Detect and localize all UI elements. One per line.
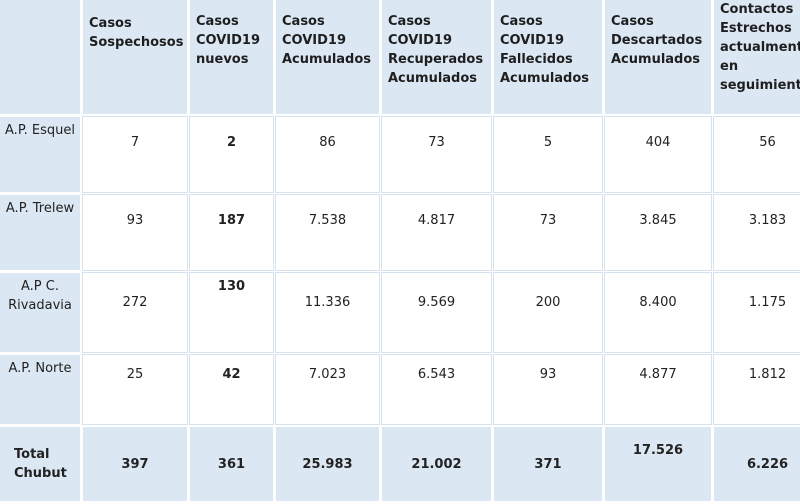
- table-row: A.P. Norte 25 42 7.023 6.543 93 4.877 1.…: [0, 355, 800, 424]
- total-nuevos: 361: [190, 427, 273, 501]
- header-casos-sospechosos: Casos Sospechosos: [83, 0, 187, 114]
- cell-nuevos: 2: [190, 117, 273, 192]
- row-label: A.P. Trelew: [0, 195, 80, 270]
- cell-descartados: 3.845: [605, 195, 711, 270]
- cell-recuperados: 73: [382, 117, 491, 192]
- cell-fallecidos: 93: [494, 355, 602, 424]
- cell-nuevos: 187: [190, 195, 273, 270]
- header-casos-nuevos: Casos COVID19 nuevos: [190, 0, 273, 114]
- cell-sospechosos: 93: [83, 195, 187, 270]
- total-sospechosos: 397: [83, 427, 187, 501]
- total-contactos: 6.226: [714, 427, 800, 501]
- cell-recuperados: 9.569: [382, 273, 491, 352]
- total-row: Total Chubut 397 361 25.983 21.002 371 1…: [0, 427, 800, 501]
- cell-fallecidos: 5: [494, 117, 602, 192]
- total-acumulados: 25.983: [276, 427, 379, 501]
- total-descartados: 17.526: [605, 427, 711, 501]
- cell-contactos: 56: [714, 117, 800, 192]
- cell-acumulados: 7.023: [276, 355, 379, 424]
- cell-sospechosos: 272: [83, 273, 187, 352]
- cell-acumulados: 11.336: [276, 273, 379, 352]
- table-row: A.P. Trelew 93 187 7.538 4.817 73 3.845 …: [0, 195, 800, 270]
- cell-recuperados: 4.817: [382, 195, 491, 270]
- header-casos-acumulados: Casos COVID19 Acumulados: [276, 0, 379, 114]
- header-descartados: Casos Descartados Acumulados: [605, 0, 711, 114]
- table-row: A.P. Esquel 7 2 86 73 5 404 56: [0, 117, 800, 192]
- total-label: Total Chubut: [0, 427, 80, 501]
- total-fallecidos: 371: [494, 427, 602, 501]
- cell-nuevos: 130: [190, 273, 273, 352]
- cell-descartados: 404: [605, 117, 711, 192]
- header-row: Casos Sospechosos Casos COVID19 nuevos C…: [0, 0, 800, 114]
- table-row: A.P C. Rivadavia 272 130 11.336 9.569 20…: [0, 273, 800, 352]
- total-recuperados: 21.002: [382, 427, 491, 501]
- row-label: A.P. Esquel: [0, 117, 80, 192]
- cell-contactos: 1.175: [714, 273, 800, 352]
- cell-acumulados: 7.538: [276, 195, 379, 270]
- row-label: A.P. Norte: [0, 355, 80, 424]
- row-label: A.P C. Rivadavia: [0, 273, 80, 352]
- header-fallecidos: Casos COVID19 Fallecidos Acumulados: [494, 0, 602, 114]
- cell-sospechosos: 25: [83, 355, 187, 424]
- cell-recuperados: 6.543: [382, 355, 491, 424]
- cell-descartados: 4.877: [605, 355, 711, 424]
- header-recuperados: Casos COVID19 Recuperados Acumulados: [382, 0, 491, 114]
- cell-fallecidos: 200: [494, 273, 602, 352]
- cell-acumulados: 86: [276, 117, 379, 192]
- cell-fallecidos: 73: [494, 195, 602, 270]
- cell-sospechosos: 7: [83, 117, 187, 192]
- cell-nuevos: 42: [190, 355, 273, 424]
- header-corner: [0, 0, 80, 114]
- cell-descartados: 8.400: [605, 273, 711, 352]
- cell-contactos: 3.183: [714, 195, 800, 270]
- cell-contactos: 1.812: [714, 355, 800, 424]
